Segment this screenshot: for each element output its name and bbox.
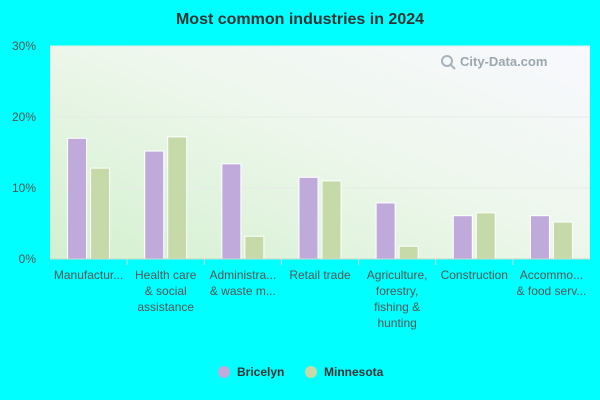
bar-bricelyn [67,137,88,260]
bar-bricelyn [144,150,165,260]
bar-bricelyn [375,202,396,260]
category-label: Manufactur... [54,268,123,282]
category-label: Accommo... & food serv... [517,268,587,298]
legend-label-bricelyn: Bricelyn [237,365,284,379]
plot-area [50,46,590,259]
y-tick-label: 20% [12,110,36,124]
category-label: Agriculture, forestry, fishing & hunting [367,268,428,330]
bar-minnesota [398,245,419,260]
legend-swatch-minnesota [305,366,317,378]
watermark-text: City-Data.com [460,54,547,69]
bar-minnesota [475,212,496,260]
category-label: Administra... & waste m... [210,268,277,298]
chart-title: Most common industries in 2024 [176,11,424,28]
legend-label-minnesota: Minnesota [324,365,384,379]
bars [67,136,573,260]
legend-swatch-bricelyn [218,366,230,378]
y-tick-label: 0% [19,252,37,266]
bar-minnesota [167,136,188,260]
gridlines [50,45,590,189]
y-tick-label: 30% [12,39,36,53]
x-axis-ticks [126,259,514,265]
category-label: Construction [441,268,508,282]
bar-minnesota [244,235,265,260]
legend: Bricelyn Minnesota [218,365,384,379]
category-labels: Manufactur... Health care & social assistan… [54,268,586,330]
bar-minnesota [90,167,111,260]
bar-bricelyn [529,215,550,260]
bar-bricelyn [298,176,319,260]
bar-bricelyn [452,215,473,260]
y-tick-label: 10% [12,181,36,195]
y-axis-ticks: 0% 10% 20% 30% [12,39,36,266]
category-label: Health care & social assistance [135,268,197,314]
bar-minnesota [321,180,342,260]
bar-bricelyn [221,163,242,260]
bar-minnesota [552,221,573,260]
watermark: City-Data.com [441,54,547,70]
magnifier-icon [441,55,456,70]
category-label: Retail trade [289,268,351,282]
